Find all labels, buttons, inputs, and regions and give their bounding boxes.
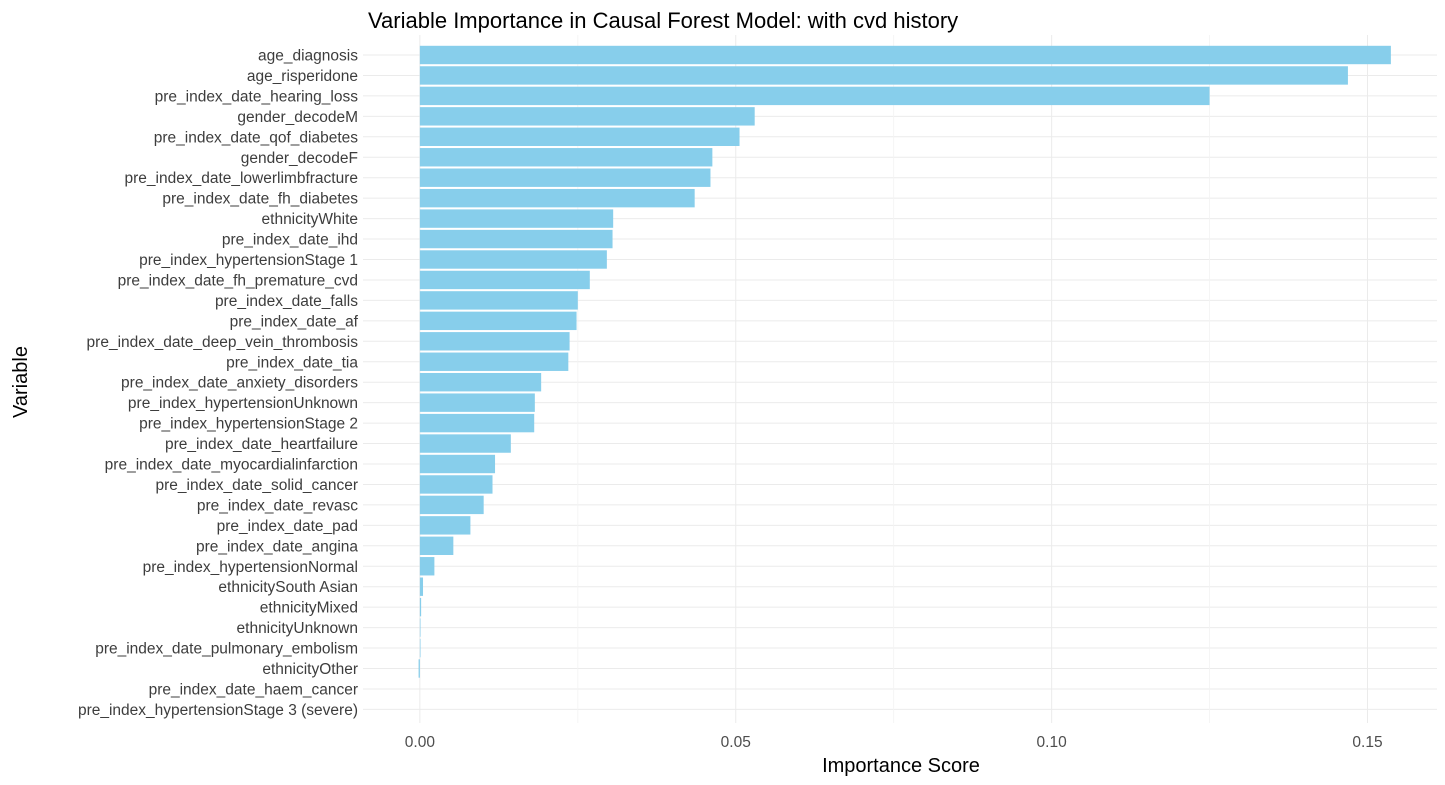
- category-label: pre_index_date_solid_cancer: [155, 477, 358, 494]
- category-label: pre_index_date_anxiety_disorders: [121, 375, 358, 392]
- chart-title: Variable Importance in Causal Forest Mod…: [368, 8, 958, 33]
- category-label: pre_index_date_af: [230, 313, 359, 330]
- category-label: pre_index_date_heartfailure: [165, 436, 358, 453]
- bar: [419, 188, 695, 208]
- category-label: ethnicitySouth Asian: [218, 579, 358, 596]
- category-label: ethnicityOther: [262, 661, 358, 678]
- bar: [419, 516, 471, 535]
- bar: [419, 270, 590, 290]
- category-label: pre_index_date_tia: [226, 354, 358, 371]
- x-tick-label: 0.05: [721, 734, 751, 751]
- x-tick-label: 0.15: [1352, 734, 1382, 751]
- y-axis-title: Variable: [10, 346, 32, 418]
- bar: [419, 557, 435, 576]
- bar: [419, 475, 493, 494]
- x-tick-label: 0.10: [1037, 734, 1068, 751]
- category-label: pre_index_date_myocardialinfarction: [105, 457, 358, 474]
- category-label: ethnicityWhite: [262, 211, 358, 228]
- category-label: pre_index_hypertensionUnknown: [128, 395, 358, 412]
- category-label: pre_index_date_revasc: [197, 497, 358, 514]
- category-label: ethnicityUnknown: [237, 620, 358, 637]
- category-label: ethnicityMixed: [260, 600, 358, 617]
- category-label: pre_index_date_fh_premature_cvd: [118, 272, 358, 289]
- bars: [418, 45, 1391, 678]
- x-axis-title: Importance Score: [822, 755, 980, 777]
- bar: [419, 495, 484, 515]
- bar: [419, 373, 542, 392]
- bar: [419, 393, 535, 412]
- bar: [419, 454, 496, 474]
- category-label: pre_index_date_qof_diabetes: [154, 129, 359, 146]
- bar: [419, 250, 607, 269]
- bar: [419, 597, 422, 617]
- category-label: pre_index_date_fh_diabetes: [162, 191, 358, 208]
- category-label: pre_index_date_lowerlimbfracture: [125, 170, 359, 187]
- category-label: pre_index_date_pulmonary_embolism: [95, 641, 358, 658]
- bar: [419, 638, 421, 658]
- bar: [419, 352, 569, 371]
- category-labels: age_diagnosis age_risperidone pre_index_da…: [78, 48, 359, 719]
- bar: [419, 148, 713, 167]
- bar: [419, 332, 570, 351]
- category-label: pre_index_date_deep_vein_thrombosis: [87, 334, 359, 351]
- bar: [419, 66, 1348, 85]
- bar: [419, 413, 535, 433]
- category-label: pre_index_date_ihd: [222, 232, 358, 249]
- category-label: pre_index_date_haem_cancer: [149, 681, 358, 698]
- category-label: age_risperidone: [247, 68, 358, 85]
- bar: [419, 107, 755, 126]
- category-label: age_diagnosis: [258, 48, 358, 65]
- category-label: gender_decodeM: [237, 109, 358, 126]
- bar: [419, 577, 424, 596]
- bar: [419, 618, 421, 637]
- category-label: pre_index_date_pad: [217, 518, 358, 535]
- category-label: pre_index_hypertensionStage 2: [139, 416, 358, 433]
- bar: [419, 86, 1210, 106]
- bar: [419, 434, 511, 453]
- category-label: gender_decodeF: [241, 150, 358, 167]
- bar: [419, 127, 740, 146]
- bar: [419, 209, 614, 228]
- x-tick-labels: 0.00 0.05 0.10 0.15: [405, 734, 1383, 751]
- bar: [418, 659, 420, 678]
- category-label: pre_index_date_hearing_loss: [155, 88, 359, 105]
- category-label: pre_index_hypertensionNormal: [143, 559, 358, 576]
- x-tick-label: 0.00: [405, 734, 436, 751]
- category-label: pre_index_date_falls: [215, 293, 358, 310]
- category-label: pre_index_hypertensionStage 3 (severe): [78, 702, 358, 719]
- category-label: pre_index_date_angina: [196, 538, 358, 555]
- bar: [419, 229, 613, 249]
- bar: [419, 311, 577, 331]
- bar: [419, 168, 711, 187]
- category-label: pre_index_hypertensionStage 1: [139, 252, 358, 269]
- bar: [419, 536, 454, 555]
- bar: [419, 291, 578, 310]
- bar: [419, 45, 1391, 65]
